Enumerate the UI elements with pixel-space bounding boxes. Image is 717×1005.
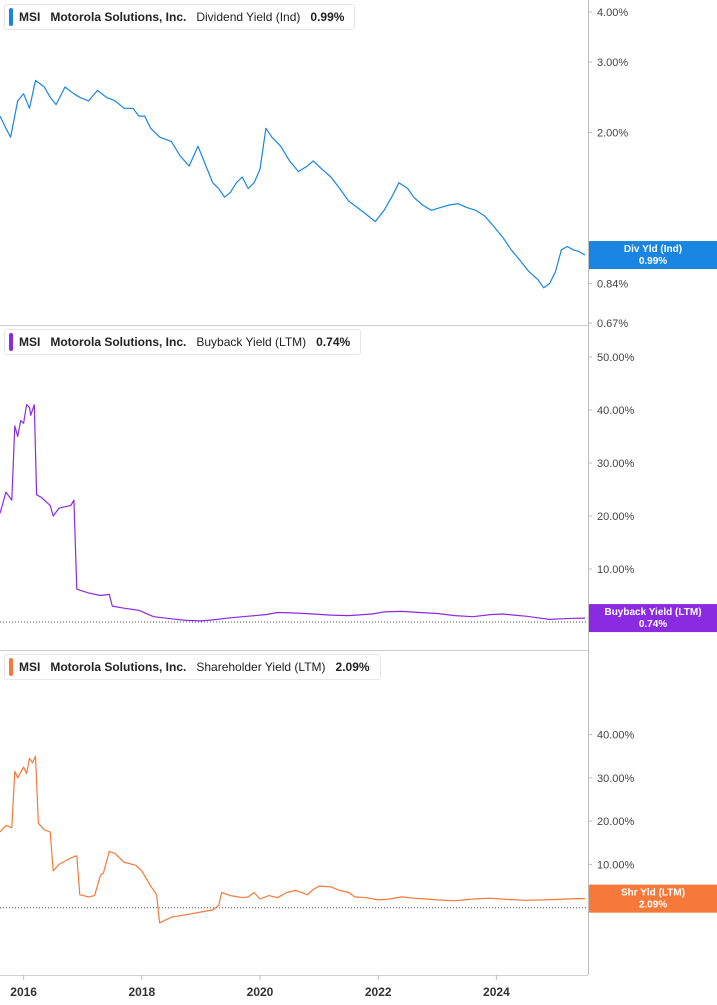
y-tick-label: 30.00%	[597, 773, 635, 785]
value-tag-label: Shr Yld (LTM)	[621, 888, 685, 899]
x-tick-label: 2016	[10, 985, 37, 999]
y-tick-label: 0.67%	[597, 318, 628, 330]
y-tick-label: 40.00%	[597, 405, 635, 417]
shareholder-yield-panel: 40.00% 30.00% 20.00% 10.00% Shr Yld (LTM)2.0…	[0, 730, 717, 924]
y-tick-label: 0.84%	[597, 279, 628, 291]
current-value: 0.74%	[316, 335, 351, 349]
buyback-yield-legend[interactable]: MSI Motorola Solutions, Inc. Buyback Yield…	[4, 329, 362, 355]
y-tick-label: 2.00%	[597, 128, 628, 140]
y-tick-label: 10.00%	[597, 859, 635, 871]
shareholder-yield-legend[interactable]: MSI Motorola Solutions, Inc. Shareholder Y…	[4, 654, 381, 680]
value-tag-label: Buyback Yield (LTM)	[604, 607, 701, 618]
value-tag-value: 0.99%	[639, 256, 667, 267]
series-color-swatch	[9, 333, 13, 351]
metric-name: Shareholder Yield (LTM)	[196, 660, 326, 674]
dividend-yield-legend[interactable]: MSI Motorola Solutions, Inc. Dividend Yiel…	[4, 4, 356, 30]
ticker-symbol: MSI	[19, 335, 41, 349]
value-tag-value: 2.09%	[639, 900, 667, 911]
x-tick-label: 2020	[247, 985, 274, 999]
shareholder-yield-value-tag	[589, 884, 717, 913]
value-tag-label: Div Yld (Ind)	[624, 244, 682, 255]
company-name: Motorola Solutions, Inc.	[50, 335, 187, 349]
metric-name: Dividend Yield (Ind)	[196, 10, 301, 24]
dividend-yield-series-line	[0, 79, 586, 289]
value-tag-value: 0.74%	[639, 619, 667, 630]
x-tick-label: 2022	[365, 985, 392, 999]
buyback-yield-value-tag	[589, 604, 717, 633]
ticker-symbol: MSI	[19, 660, 41, 674]
dividend-yield-panel: 4.00%3.00%2.00%0.84%0.67%Div Yld (Ind)0.…	[0, 7, 717, 330]
shareholder-yield-series-line	[0, 755, 585, 924]
company-name: Motorola Solutions, Inc.	[50, 660, 187, 674]
current-value: 0.99%	[310, 10, 345, 24]
x-tick-label: 2018	[128, 985, 155, 999]
x-tick-label: 2024	[483, 985, 510, 999]
current-value: 2.09%	[335, 660, 370, 674]
y-tick-label: 20.00%	[597, 511, 635, 523]
metric-name: Buyback Yield (LTM)	[196, 335, 307, 349]
series-color-swatch	[9, 658, 13, 676]
y-tick-label: 3.00%	[597, 57, 628, 69]
ticker-symbol: MSI	[19, 10, 41, 24]
dividend-yield-value-tag	[589, 241, 717, 270]
y-tick-label: 30.00%	[597, 458, 635, 470]
y-tick-label: 20.00%	[597, 816, 635, 828]
buyback-yield-series-line	[0, 404, 586, 622]
y-tick-label: 50.00%	[597, 352, 635, 364]
company-name: Motorola Solutions, Inc.	[50, 10, 187, 24]
y-tick-label: 40.00%	[597, 730, 635, 742]
y-tick-label: 10.00%	[597, 564, 635, 576]
y-tick-label: 4.00%	[597, 7, 628, 19]
series-color-swatch	[9, 8, 13, 26]
buyback-yield-panel: 50.00% 40.00% 30.00% 20.00% 10.00% Buyback Yi…	[0, 352, 717, 633]
